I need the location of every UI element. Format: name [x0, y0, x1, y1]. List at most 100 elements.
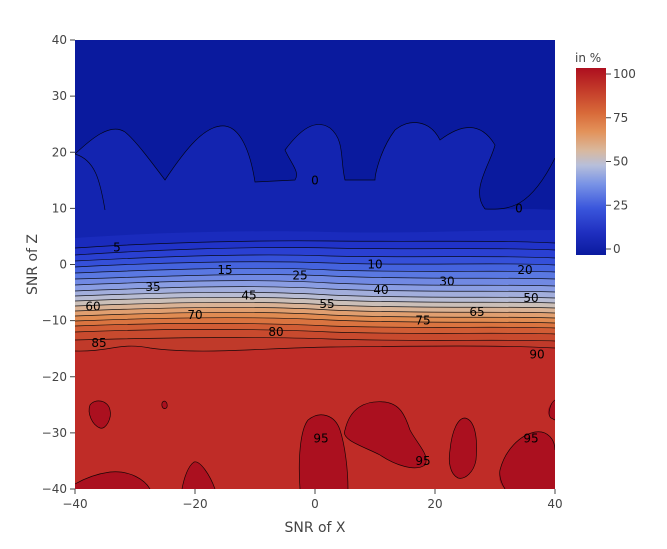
x-axis-title: SNR of X: [284, 520, 345, 536]
contour-label: 35: [145, 280, 160, 294]
contour-line: [484, 157, 555, 210]
contour-label: 60: [85, 300, 100, 314]
contour-band-75: [75, 323, 555, 334]
contour-line: [161, 400, 168, 409]
contour-island-95f: [499, 431, 555, 489]
contour-line: [298, 414, 349, 489]
colorbar-tick-label: 75: [613, 111, 628, 125]
contour-line: [75, 311, 555, 319]
contour-band-70: [75, 317, 555, 328]
y-tick-label: 30: [52, 89, 67, 103]
y-tick-label: −10: [42, 314, 67, 328]
y-tick-label: 0: [59, 258, 67, 272]
contour-island-95e: [449, 418, 477, 479]
y-tick-label: −40: [42, 482, 67, 496]
colorbar-scale: [576, 68, 606, 255]
contour-label: 75: [415, 314, 430, 328]
contour-line: [181, 461, 216, 489]
colorbar: in % 0 25 50 75 100: [575, 51, 636, 256]
y-tick-label: 40: [52, 33, 67, 47]
x-tick-label: 0: [311, 497, 319, 511]
contour-line: [75, 286, 555, 293]
y-axis: −40 −30 −20 −10 0 10 20 30 40: [42, 33, 75, 496]
contour-line: [499, 431, 555, 489]
plot-area: 0 0 5 10 15 20 25 30 35 40 45 50 55 60 65 70 75 80 85 90 95 9…: [75, 40, 555, 489]
contour-island-95h: [75, 471, 150, 489]
contour-label: 5: [113, 241, 121, 255]
contour-label: 10: [367, 258, 382, 272]
contour-label: 70: [187, 308, 202, 322]
contour-line: [75, 122, 496, 210]
x-tick-label: −20: [182, 497, 207, 511]
contour-band-60: [75, 307, 555, 318]
contour-label: 65: [469, 305, 484, 319]
colorbar-tick-label: 100: [613, 67, 636, 81]
contour-label: 40: [373, 283, 388, 297]
contour-line: [75, 301, 555, 309]
contour-band-0b: [75, 122, 555, 240]
contour-band-65: [75, 312, 555, 323]
contour-island-95i: [182, 461, 215, 489]
contour-band-45: [75, 292, 555, 303]
contour-label: 45: [241, 288, 256, 302]
contour-label: 95: [415, 454, 430, 468]
colorbar-title: in %: [575, 51, 601, 65]
contour-band-25: [75, 268, 555, 279]
contour-band-40: [75, 286, 555, 298]
contour-label: 50: [523, 291, 538, 305]
contour-label: 15: [217, 263, 232, 277]
x-tick-label: 40: [547, 497, 562, 511]
y-tick-label: −30: [42, 426, 67, 440]
y-tick-label: 20: [52, 145, 67, 159]
contour-island-95b: [161, 401, 168, 409]
contour-label: 20: [517, 263, 532, 277]
contour-line: [75, 337, 555, 342]
x-tick-label: −40: [62, 497, 87, 511]
contour-label: 30: [439, 274, 454, 288]
contour-label: 55: [319, 297, 334, 311]
contour-line: [448, 417, 477, 479]
contour-lines: [75, 122, 555, 489]
contour-line: [344, 401, 427, 469]
contour-line: [75, 240, 555, 249]
contour-line: [75, 280, 555, 287]
contour-band-10: [75, 247, 555, 261]
contour-line: [75, 291, 555, 299]
contour-labels: 0 0 5 10 15 20 25 30 35 40 45 50 55 60 65 70 75 80 85 90 95 9…: [85, 173, 544, 468]
contour-label: 80: [268, 325, 283, 339]
contour-label: 85: [91, 336, 106, 350]
colorbar-ticks: 0 25 50 75 100: [606, 67, 636, 256]
contour-label: 90: [529, 347, 544, 361]
contour-label: 25: [292, 269, 307, 283]
colorbar-tick-label: 25: [613, 198, 628, 212]
contour-line: [75, 153, 106, 211]
contour-line: [88, 400, 111, 429]
y-tick-label: 10: [52, 201, 67, 215]
contour-island-95a: [89, 400, 111, 429]
colorbar-tick-label: 50: [613, 155, 628, 169]
contour-band-80: [75, 329, 555, 341]
contour-line: [75, 317, 555, 324]
colorbar-tick-label: 0: [613, 242, 621, 256]
x-tick-label: 20: [427, 497, 442, 511]
contour-band-30: [75, 274, 555, 286]
contour-line: [75, 323, 555, 329]
contour-island-95d: [344, 401, 427, 468]
contour-line: [548, 399, 555, 421]
contour-band-55: [75, 302, 555, 313]
contour-label: 0: [515, 201, 523, 215]
contour-band-5: [75, 240, 555, 255]
contour-label: 95: [313, 431, 328, 445]
contour-label: 95: [523, 431, 538, 445]
contour-label: 0: [311, 173, 319, 187]
contour-band-20: [75, 261, 555, 273]
contour-line: [75, 329, 555, 335]
contour-island-95c: [299, 414, 348, 489]
contour-line: [75, 267, 555, 274]
contour-band-50: [75, 297, 555, 308]
y-axis-title: SNR of Z: [25, 234, 41, 295]
contour-band-0c: [75, 230, 555, 248]
contour-island-95g: [547, 400, 555, 420]
contour-line: [75, 261, 555, 268]
